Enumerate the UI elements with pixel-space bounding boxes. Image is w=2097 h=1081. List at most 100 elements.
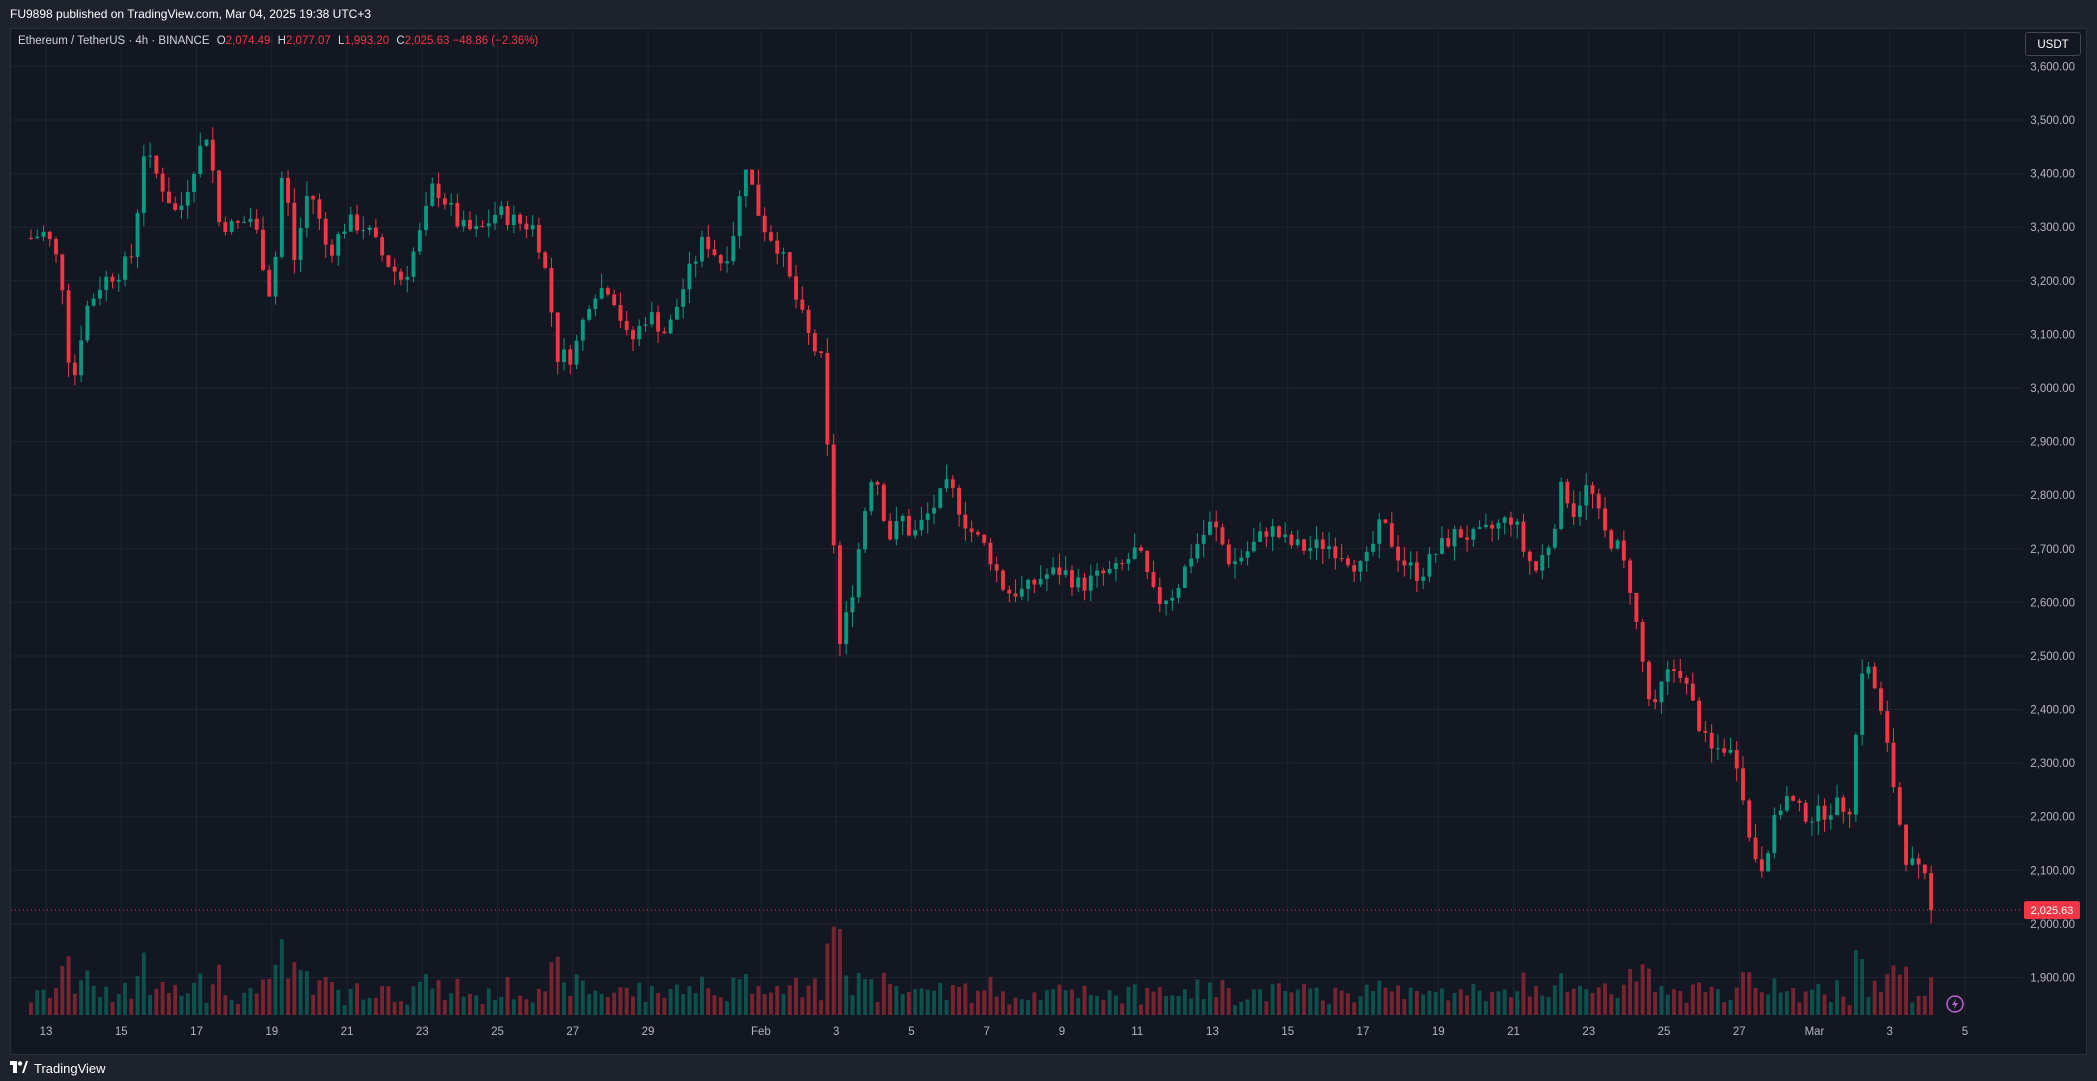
price-axis[interactable]: 1,900.00 2,000.00 2,100.00 2,200.00 2,300.00…: [2030, 61, 2075, 984]
candle-body: [894, 521, 899, 540]
candle-body: [1389, 523, 1394, 547]
candle-body: [975, 532, 980, 535]
volume-bar: [442, 999, 447, 1015]
volume-bar: [1879, 991, 1883, 1015]
volume-bar: [844, 975, 849, 1015]
candle-body: [1571, 503, 1576, 517]
time-tick-label: 21: [1507, 1026, 1520, 1038]
candle-body: [913, 530, 918, 536]
change-value: −48.86 (−2.36%): [452, 35, 539, 47]
volume-bar: [781, 994, 786, 1015]
volume-bar: [605, 996, 610, 1015]
volume-bar: [35, 990, 40, 1015]
currency-unit-button[interactable]: USDT: [2025, 32, 2081, 56]
volume-bar: [486, 988, 491, 1015]
volume-bar: [1521, 972, 1526, 1015]
candle-body: [1584, 485, 1589, 506]
candle-body: [1590, 485, 1595, 494]
candle-body: [29, 237, 33, 239]
candle-body: [1289, 534, 1294, 546]
high-label: H: [277, 35, 286, 47]
candle-body: [179, 205, 184, 210]
time-axis[interactable]: 13 15 17 19 21 23 25 27 29 Feb 3 5 7 9 11 13 15 17 19 21 23 2…: [40, 1026, 1969, 1038]
candle-body: [185, 191, 190, 206]
candle-body: [160, 173, 165, 192]
volume-bar: [1672, 989, 1676, 1015]
volume-bar: [518, 995, 523, 1015]
candle-body: [361, 230, 366, 232]
candle-body: [1414, 562, 1419, 581]
candle-body: [242, 221, 247, 223]
volume-bar: [373, 997, 378, 1015]
price-tick-label: 2,000.00: [2030, 919, 2075, 931]
candle-body: [1521, 521, 1526, 552]
candle-body: [424, 205, 428, 231]
candle-body: [1596, 493, 1601, 509]
volume-bar: [1220, 980, 1225, 1015]
candle-body: [217, 170, 222, 222]
volume-bar: [1797, 1002, 1802, 1015]
lightning-icon[interactable]: [1946, 995, 1964, 1013]
tradingview-logo-icon[interactable]: [10, 1060, 28, 1076]
volume-bar: [1452, 992, 1457, 1015]
price-tick-label: 3,400.00: [2030, 169, 2075, 181]
candle-body: [1697, 700, 1702, 731]
candle-body: [1609, 530, 1614, 549]
candle-body: [1527, 551, 1532, 562]
candle-body: [223, 221, 228, 233]
time-tick-label: 17: [190, 1026, 203, 1038]
time-tick-label: 11: [1131, 1026, 1143, 1038]
candle-body: [1396, 546, 1401, 561]
volume-bar: [649, 985, 654, 1015]
volume-bar: [1239, 1001, 1244, 1015]
symbol-name[interactable]: Ethereum / TetherUS · 4h · BINANCE: [18, 35, 210, 47]
volume-bar: [1916, 996, 1921, 1015]
price-tick-label: 3,000.00: [2030, 383, 2075, 395]
candle-body: [656, 312, 661, 332]
candle-body: [1772, 815, 1777, 854]
time-tick-label: 9: [1059, 1026, 1065, 1038]
candle-body: [430, 183, 435, 206]
volume-bar: [286, 978, 291, 1015]
candle-body: [91, 298, 96, 306]
candle-body: [166, 191, 171, 204]
volume-bar: [769, 992, 773, 1015]
candlestick-chart[interactable]: 1,900.00 2,000.00 2,100.00 2,200.00 2,300.00…: [0, 0, 2097, 1055]
volume-bar: [982, 990, 987, 1015]
volume-bar: [1628, 969, 1633, 1015]
volume-bar: [311, 994, 316, 1015]
candle-body: [1922, 864, 1927, 874]
footer-bar: TradingView: [0, 1055, 2097, 1081]
symbol-legend: Ethereum / TetherUS · 4h · BINANCE O2,07…: [18, 35, 538, 47]
candle-body: [957, 487, 962, 515]
volume-bar: [725, 1001, 730, 1015]
candle-body: [373, 227, 378, 238]
chart-pane[interactable]: [10, 28, 2087, 1055]
time-tick-label: 19: [1432, 1026, 1445, 1038]
volume-bar: [355, 983, 359, 1015]
price-tick-label: 2,100.00: [2030, 865, 2075, 877]
volume-bars: [29, 926, 1934, 1015]
volume-bar: [424, 974, 428, 1015]
candle-body: [1684, 677, 1689, 684]
volume-bar: [1076, 997, 1081, 1015]
candle-body: [367, 227, 372, 231]
candle-body: [1408, 562, 1413, 566]
candle-body: [1509, 517, 1513, 525]
candle-body: [1897, 787, 1902, 825]
volume-bar: [536, 988, 541, 1015]
candle-body: [1847, 811, 1852, 815]
candle-body: [1201, 534, 1206, 544]
candle-body: [330, 244, 334, 256]
high-value: 2,077.07: [285, 35, 331, 47]
candle-body: [605, 288, 610, 295]
volume-bar: [1107, 990, 1112, 1015]
volume-bar: [825, 943, 830, 1015]
footer-brand[interactable]: TradingView: [34, 1060, 106, 1076]
candle-body: [493, 214, 497, 224]
candle-body: [355, 214, 359, 231]
candle-body: [925, 513, 930, 520]
candle-body: [1822, 805, 1827, 820]
volume-bar: [549, 962, 554, 1015]
candle-body: [950, 479, 955, 488]
